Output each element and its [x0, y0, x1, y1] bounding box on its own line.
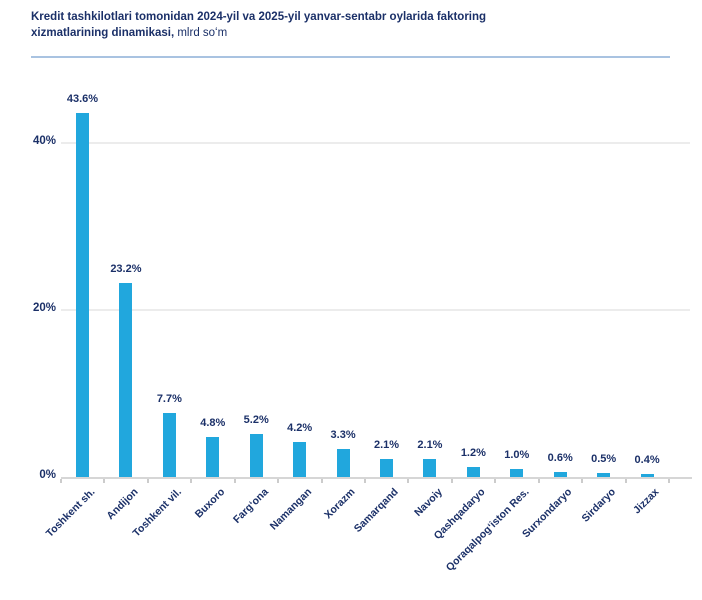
- value-label: 0.5%: [591, 452, 617, 465]
- x-axis-tick: [60, 479, 62, 483]
- y-axis-label: 40%: [32, 135, 56, 147]
- x-axis-label: Navoiy: [411, 486, 445, 519]
- bar: [380, 459, 393, 477]
- x-axis-label: Sirdaryo: [579, 486, 619, 525]
- value-label: 43.6%: [66, 92, 99, 105]
- y-axis-label: 20%: [32, 302, 56, 314]
- bar: [466, 466, 480, 477]
- bar: [162, 412, 176, 477]
- bar: [510, 468, 524, 477]
- x-axis-label: Andijon: [104, 486, 141, 523]
- x-axis-label: Xorazm: [322, 486, 358, 522]
- bar: [597, 472, 611, 477]
- x-axis-label: Samarqand: [352, 486, 402, 535]
- x-axis-tick: [668, 479, 671, 483]
- x-axis-tick: [277, 479, 280, 483]
- x-axis-label: Namangan: [267, 486, 315, 533]
- bar: [206, 436, 220, 477]
- value-label: 5.2%: [243, 413, 269, 426]
- bar: [76, 112, 89, 477]
- chart-title: Kredit tashkilotlari tomonidan 2024-yil …: [31, 9, 651, 41]
- value-label: 0.4%: [634, 453, 660, 466]
- x-axis-tick: [494, 479, 497, 483]
- x-axis-label: Qoraqalpogʻiston Res.: [443, 486, 532, 574]
- bar: [423, 459, 437, 477]
- x-axis-tick: [233, 479, 236, 483]
- x-axis-tick: [190, 479, 193, 483]
- x-axis-tick: [581, 479, 584, 483]
- x-axis-tick: [320, 479, 323, 483]
- x-axis-tick: [103, 479, 106, 483]
- value-label: 1.0%: [504, 448, 530, 461]
- value-label: 3.3%: [330, 429, 356, 442]
- gridline: [61, 309, 690, 311]
- x-axis-tick: [450, 479, 453, 483]
- x-axis-tick: [146, 479, 149, 483]
- value-label: 2.1%: [417, 439, 443, 452]
- value-label: 1.2%: [460, 446, 486, 459]
- value-label: 23.2%: [110, 263, 142, 276]
- x-axis-tick: [537, 479, 540, 483]
- x-axis-label: Buxoro: [192, 486, 228, 521]
- value-label: 4.8%: [200, 416, 226, 429]
- bar: [119, 283, 133, 477]
- chart-title-line2-bold: xizmatlarining dinamikasi,: [31, 27, 175, 39]
- bar: [336, 449, 350, 477]
- chart-title-line1: Kredit tashkilotlari tomonidan 2024-yil …: [31, 9, 651, 25]
- value-label: 4.2%: [287, 421, 313, 434]
- x-axis-line: [61, 477, 692, 479]
- title-divider: [31, 56, 670, 58]
- x-axis-label: Jizzax: [631, 486, 662, 517]
- x-axis-label: Fargʻona: [230, 486, 271, 526]
- bar: [293, 441, 307, 477]
- x-axis-tick: [624, 479, 627, 483]
- x-axis-label: Toshkent sh.: [43, 486, 97, 540]
- value-label: 2.1%: [373, 439, 400, 452]
- value-label: 7.7%: [156, 392, 182, 405]
- bar: [640, 473, 654, 477]
- bar: [553, 471, 567, 477]
- bar: [249, 433, 263, 477]
- x-axis-tick: [364, 479, 366, 483]
- chart-title-unit: mlrd soʻm: [174, 27, 228, 39]
- chart-title-line2: xizmatlarining dinamikasi, mlrd soʻm: [31, 25, 651, 41]
- x-axis-tick: [407, 479, 410, 483]
- chart-title-line1-text: Kredit tashkilotlari tomonidan 2024-yil …: [31, 11, 487, 23]
- y-axis-label: 0%: [39, 469, 56, 481]
- value-label: 0.6%: [547, 451, 573, 464]
- gridline: [61, 142, 690, 144]
